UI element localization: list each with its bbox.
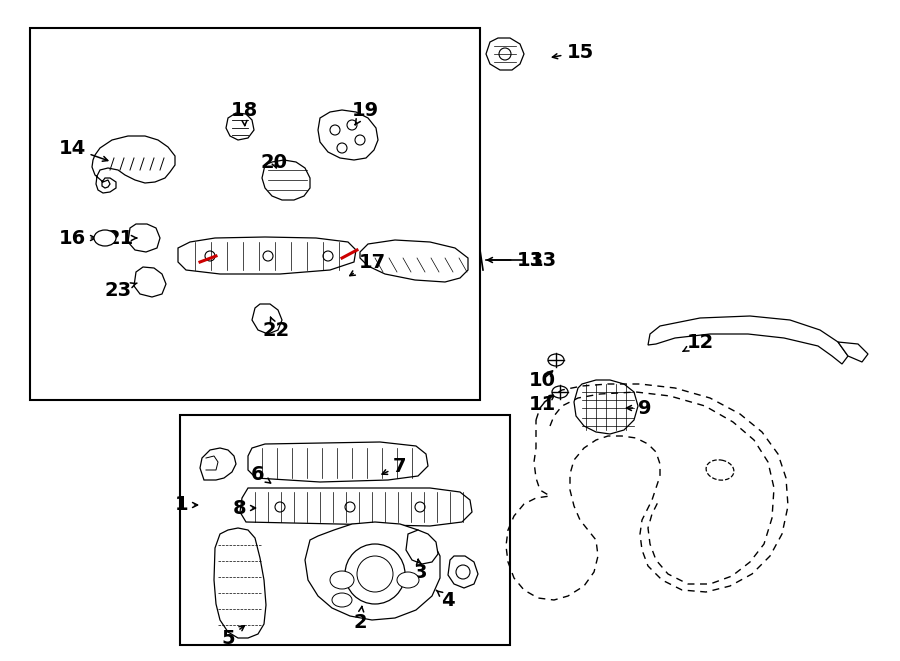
Polygon shape <box>200 448 236 480</box>
Bar <box>30 28 480 400</box>
Text: 5: 5 <box>221 626 245 648</box>
Polygon shape <box>252 304 282 334</box>
Text: 3: 3 <box>413 559 427 582</box>
Text: 12: 12 <box>683 332 714 352</box>
Polygon shape <box>262 160 310 200</box>
Ellipse shape <box>548 354 564 366</box>
Polygon shape <box>838 342 868 362</box>
Polygon shape <box>214 528 266 638</box>
Polygon shape <box>406 530 438 564</box>
Text: 9: 9 <box>626 399 652 418</box>
Text: 20: 20 <box>260 153 287 171</box>
Polygon shape <box>92 136 175 193</box>
Text: 1: 1 <box>176 496 197 514</box>
Polygon shape <box>240 488 472 526</box>
Text: 2: 2 <box>353 606 367 631</box>
Polygon shape <box>448 556 478 588</box>
Ellipse shape <box>397 572 419 588</box>
Text: 15: 15 <box>553 42 594 61</box>
Polygon shape <box>574 380 638 434</box>
Text: 13: 13 <box>486 251 557 270</box>
Polygon shape <box>486 38 524 70</box>
Ellipse shape <box>94 230 116 246</box>
Text: 13: 13 <box>488 251 544 270</box>
Ellipse shape <box>330 571 354 589</box>
Polygon shape <box>360 240 468 282</box>
Text: 14: 14 <box>58 139 108 161</box>
Polygon shape <box>305 522 440 620</box>
Polygon shape <box>128 224 160 252</box>
Polygon shape <box>226 113 254 140</box>
Ellipse shape <box>706 460 733 480</box>
Text: 4: 4 <box>436 590 454 609</box>
Text: 6: 6 <box>251 465 271 483</box>
Polygon shape <box>178 237 356 274</box>
Text: 22: 22 <box>263 317 290 340</box>
Ellipse shape <box>332 593 352 607</box>
Text: 18: 18 <box>230 100 257 126</box>
Ellipse shape <box>552 386 568 398</box>
Text: 23: 23 <box>104 280 137 299</box>
Polygon shape <box>318 110 378 160</box>
Polygon shape <box>248 442 428 482</box>
Text: 16: 16 <box>58 229 95 247</box>
Text: 10: 10 <box>528 371 555 389</box>
Text: 7: 7 <box>382 457 407 475</box>
Text: 11: 11 <box>528 395 555 414</box>
Polygon shape <box>648 316 848 364</box>
Bar <box>180 415 510 645</box>
Text: 21: 21 <box>106 229 137 247</box>
Polygon shape <box>134 267 166 297</box>
Text: 8: 8 <box>233 498 256 518</box>
Text: 17: 17 <box>350 253 385 276</box>
Text: 19: 19 <box>351 100 379 125</box>
